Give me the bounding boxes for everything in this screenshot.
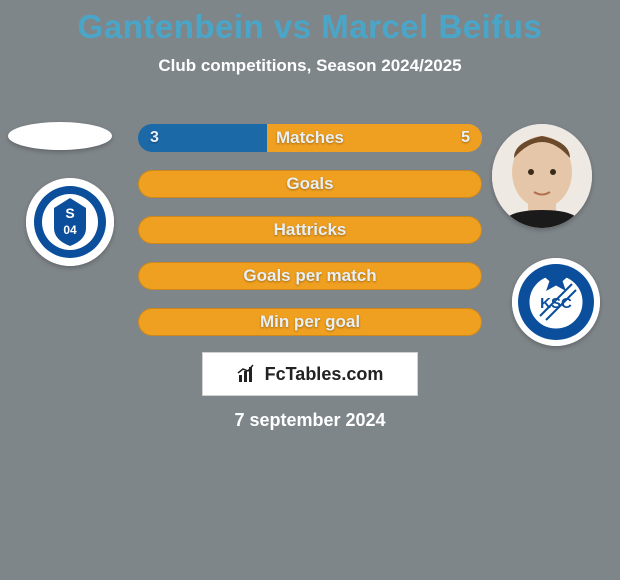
chart-icon	[237, 363, 259, 385]
stat-bar: Goals	[138, 170, 482, 198]
stat-bar-label: Matches	[276, 128, 344, 148]
stats-bars: Matches 3 5 Goals Hattricks Goals per match Mi…	[138, 124, 482, 354]
stat-bar: Hattricks	[138, 216, 482, 244]
stat-bar-label: Min per goal	[260, 312, 360, 332]
player2-avatar	[492, 124, 592, 228]
stat-bar: Matches 3 5	[138, 124, 482, 152]
stat-bar-right-value: 5	[461, 129, 470, 147]
svg-text:S: S	[65, 205, 74, 221]
club2-logo: KSC	[512, 258, 600, 346]
stat-bar: Goals per match	[138, 262, 482, 290]
stat-bar-label: Goals	[286, 174, 333, 194]
club1-logo: S 04	[26, 178, 114, 266]
svg-text:04: 04	[63, 223, 77, 237]
watermark: FcTables.com	[202, 352, 418, 396]
comparison-title: Gantenbein vs Marcel Beifus	[0, 0, 620, 46]
stat-bar-label: Hattricks	[274, 220, 347, 240]
stat-bar-left-value: 3	[150, 129, 159, 147]
stat-bar: Min per goal	[138, 308, 482, 336]
player1-avatar	[8, 122, 112, 150]
stat-bar-label: Goals per match	[243, 266, 376, 286]
date-line: 7 september 2024	[0, 410, 620, 431]
comparison-subtitle: Club competitions, Season 2024/2025	[0, 56, 620, 76]
watermark-text: FcTables.com	[265, 364, 384, 385]
club2-logo-text: KSC	[540, 295, 572, 312]
